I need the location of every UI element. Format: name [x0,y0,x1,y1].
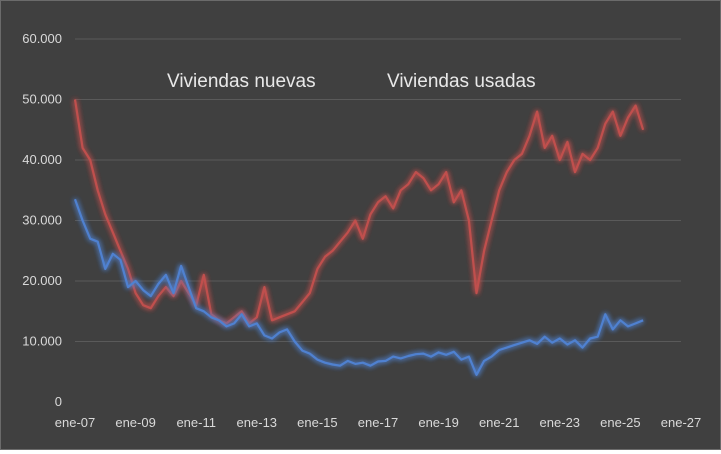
x-tick-label: ene-11 [176,415,216,430]
x-tick-label: ene-25 [600,415,640,430]
y-tick-label: 10.000 [22,334,62,349]
x-axis-ticks: ene-07 ene-09 ene-11 ene-13 ene-15 ene-17 ene-… [55,415,701,430]
series-line-viviendas-nuevas [73,198,644,376]
legend-label: Viviendas usadas [387,71,536,92]
y-tick-label: 0 [55,394,62,409]
x-tick-label: ene-15 [297,415,337,430]
y-tick-label: 60.000 [22,31,62,46]
legend-label: Viviendas nuevas [167,71,316,92]
series-line-viviendas-usadas [73,99,645,325]
legend: Viviendas nuevas Viviendas usadas [131,71,536,92]
y-tick-label: 50.000 [22,92,62,107]
x-tick-label: ene-13 [237,415,277,430]
x-tick-label: ene-19 [418,415,458,430]
x-tick-label: ene-21 [479,415,519,430]
x-tick-label: ene-23 [540,415,580,430]
y-tick-label: 40.000 [22,152,62,167]
y-tick-label: 30.000 [22,213,62,228]
y-axis-ticks: 0 10.000 20.000 30.000 40.000 50.000 60.000 [22,31,62,409]
gridlines [75,38,681,342]
x-tick-label: ene-07 [55,415,95,430]
x-tick-label: ene-17 [358,415,398,430]
y-tick-label: 20.000 [22,273,62,288]
x-tick-label: ene-09 [115,415,155,430]
x-tick-label: ene-27 [661,415,701,430]
series-lines [73,99,645,376]
